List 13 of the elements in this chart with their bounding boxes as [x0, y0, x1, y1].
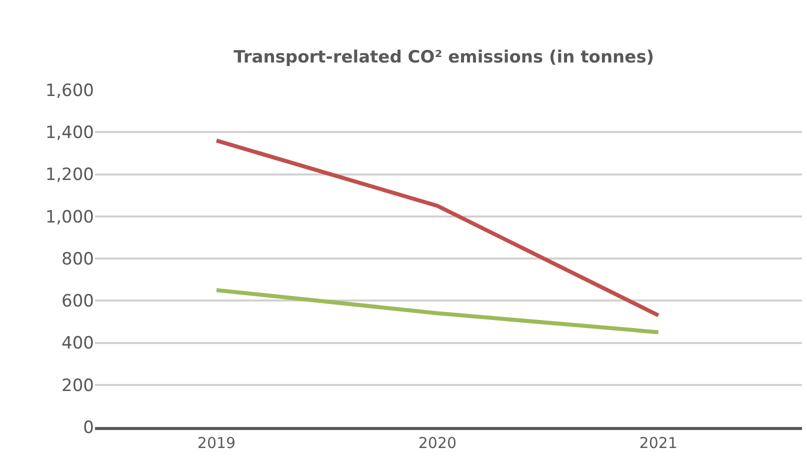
chart-title: Transport-related CO² emissions (in tonnes) — [234, 48, 654, 68]
y-tick-label: 1,000 — [45, 207, 94, 228]
y-tick-label: 1,600 — [45, 80, 94, 101]
y-tick-label: 1,200 — [45, 165, 94, 186]
y-tick-label: 1,400 — [45, 123, 94, 144]
y-tick-label: 600 — [62, 292, 94, 312]
x-tick-label: 2021 — [639, 434, 678, 452]
y-tick-label: 0 — [83, 418, 94, 438]
y-tick-label: 800 — [62, 249, 94, 270]
x-tick-label: 2020 — [418, 434, 457, 452]
x-tick-label: 2019 — [197, 434, 236, 452]
y-tick-label: 400 — [62, 334, 94, 354]
y-tick-label: 200 — [62, 376, 94, 396]
